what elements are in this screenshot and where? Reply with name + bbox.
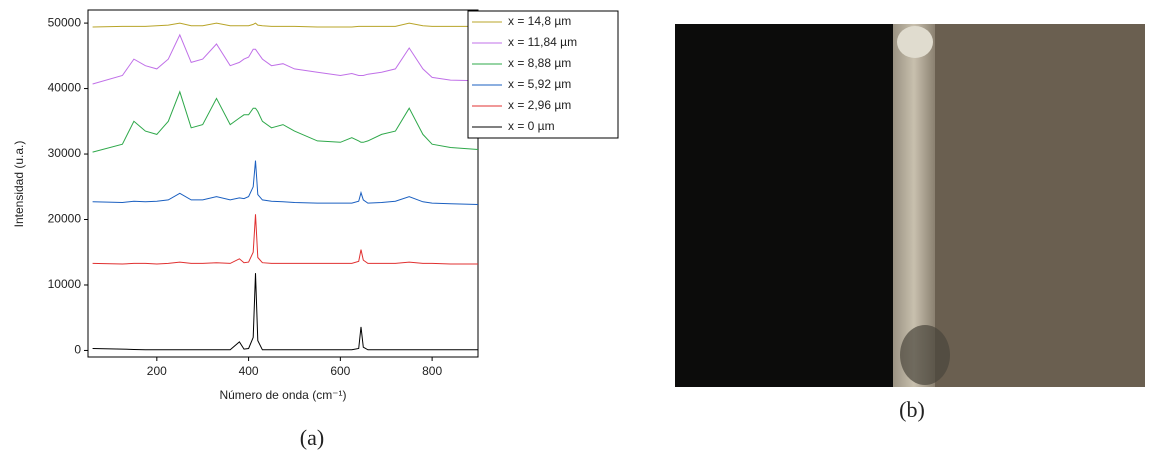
caption: (a)	[300, 425, 324, 450]
legend-box	[467, 10, 619, 139]
legend-label: x = 8,88 µm	[508, 56, 571, 70]
x-tick-label: 800	[422, 364, 442, 378]
y-tick-label: 10000	[48, 277, 82, 291]
series-line	[92, 273, 478, 351]
legend-label: x = 0 µm	[508, 119, 555, 133]
x-tick-label: 400	[239, 364, 259, 378]
x-axis-label: Número de onda (cm⁻¹)	[219, 388, 346, 402]
particle	[897, 26, 933, 58]
series-line	[92, 22, 478, 28]
legend-label: x = 5,92 µm	[508, 77, 571, 91]
y-axis-label: Intensidad (u.a.)	[12, 141, 26, 228]
dark-region	[675, 24, 893, 387]
series-line	[92, 214, 478, 265]
plot-frame	[87, 9, 479, 358]
series-line	[92, 90, 479, 153]
y-tick-label: 20000	[48, 212, 82, 226]
micrograph	[675, 24, 1145, 387]
legend-label: x = 14,8 µm	[508, 14, 571, 28]
series-line	[92, 33, 479, 85]
legend-label: x = 2,96 µm	[508, 98, 571, 112]
y-tick-label: 40000	[48, 81, 82, 95]
x-tick-label: 200	[147, 364, 167, 378]
y-tick-label: 50000	[48, 15, 82, 29]
x-tick-label: 600	[330, 364, 350, 378]
y-tick-label: 30000	[48, 146, 82, 160]
series-line	[92, 160, 479, 205]
legend-label: x = 11,84 µm	[508, 35, 577, 49]
y-tick-label: 0	[74, 343, 81, 357]
shadow	[900, 325, 950, 385]
caption: (b)	[899, 397, 925, 422]
